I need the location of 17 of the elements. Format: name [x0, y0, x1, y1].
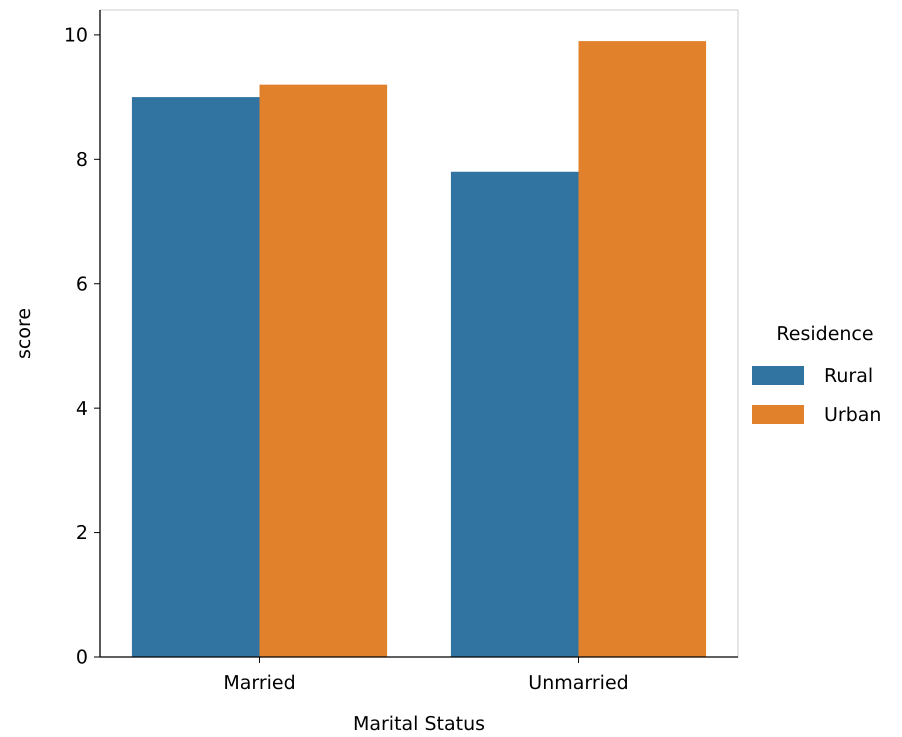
legend-label: Rural	[824, 365, 874, 387]
bar	[260, 84, 388, 657]
y-axis-title: score	[13, 308, 35, 360]
x-tick-label: Married	[223, 672, 296, 694]
bar	[578, 41, 706, 657]
y-tick-label: 10	[64, 24, 88, 47]
legend-title: Residence	[776, 323, 874, 345]
y-tick-label: 4	[76, 398, 88, 420]
bar	[450, 172, 578, 657]
y-tick-label: 0	[76, 646, 88, 669]
x-axis-title: Marital Status	[352, 713, 486, 735]
y-tick-label: 2	[76, 522, 88, 544]
y-tick-label: 8	[76, 148, 88, 171]
legend-label: Urban	[824, 404, 882, 426]
bar	[132, 97, 260, 657]
y-tick-label: 6	[76, 273, 88, 296]
x-tick-label: Unmarried	[528, 672, 629, 694]
